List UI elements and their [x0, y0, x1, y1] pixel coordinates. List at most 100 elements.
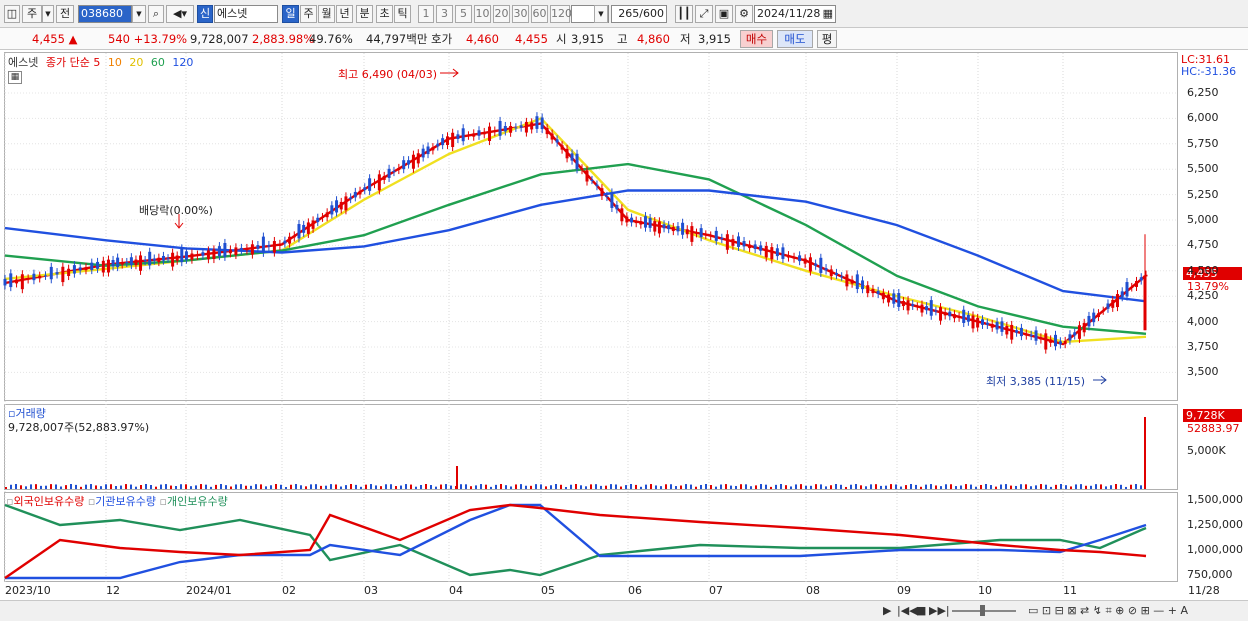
volume-bar	[920, 486, 922, 489]
x-tick: 12	[106, 584, 120, 597]
interval-button-7[interactable]: 120	[550, 5, 572, 23]
candle-body	[161, 255, 165, 261]
period-tab-0[interactable]: 일	[282, 5, 299, 23]
candle-body	[901, 301, 905, 307]
candle-body	[634, 220, 638, 224]
candle-body	[1029, 334, 1033, 337]
ask-price-1: 4,460	[466, 32, 499, 46]
volume-bar	[780, 484, 782, 489]
low-arrow	[1093, 375, 1107, 385]
candle-body	[971, 315, 975, 329]
chart-menu-icon[interactable]: ◫	[4, 5, 20, 23]
volume-bar	[500, 484, 502, 489]
candle-body	[775, 248, 779, 257]
sound-icon[interactable]: ◀▾	[166, 5, 194, 23]
candle-body	[1092, 312, 1096, 323]
volume-value: 9,728,007	[190, 32, 249, 46]
volume-bar	[900, 486, 902, 489]
period-tab-3[interactable]: 년	[336, 5, 353, 23]
period-tab-1[interactable]: 주	[300, 5, 317, 23]
candle-body	[934, 310, 938, 312]
save-icon[interactable]: ▣	[715, 5, 733, 23]
ask-label: 호가	[431, 32, 453, 46]
date-input[interactable]: 2024/11/28 ▦	[754, 5, 836, 23]
buy-button[interactable]: 매수	[740, 30, 773, 48]
candle-body	[600, 188, 604, 196]
candle-body	[714, 230, 718, 241]
tool-icons[interactable]: ▭ ⊡ ⊟ ⊠ ⇄ ↯ ⌗ ⊕ ⊘ ⊞ — + A	[1028, 604, 1189, 617]
volume-bar	[365, 484, 367, 489]
interval-button-3[interactable]: 10	[474, 5, 491, 23]
volume-bar	[100, 486, 102, 489]
eval-button[interactable]: 평	[817, 30, 837, 48]
interval-button-6[interactable]: 60	[531, 5, 548, 23]
type-select[interactable]: 주	[22, 5, 42, 23]
price-ytick: 4,500	[1187, 263, 1219, 277]
interval-button-4[interactable]: 20	[493, 5, 510, 23]
candle-body	[829, 269, 833, 277]
volume-bar	[705, 484, 707, 489]
scroll-last-icon[interactable]: ▶▶|	[929, 604, 950, 617]
volume-bar	[895, 484, 897, 489]
candle-body	[472, 133, 476, 137]
volume-bar	[515, 484, 517, 489]
candle-body	[306, 222, 310, 234]
candle-body	[278, 243, 282, 246]
volume-bar	[995, 486, 997, 489]
volume-bar	[820, 484, 822, 489]
volume-bar	[335, 484, 337, 489]
price-ytick: 5,250	[1187, 187, 1219, 201]
volume-bar	[145, 484, 147, 489]
volume-bar	[785, 485, 787, 489]
interval-button-5[interactable]: 30	[512, 5, 529, 23]
volume-bar	[790, 486, 792, 489]
ma-line-120	[4, 189, 1147, 303]
candle-body	[223, 242, 227, 257]
scroll-first-icon[interactable]: |◀◀	[897, 604, 918, 617]
period-tab-4[interactable]: 분	[356, 5, 373, 23]
stock-name-field[interactable]: 에스넷	[214, 5, 278, 23]
volume-bar	[1020, 484, 1022, 489]
volume-bar	[950, 484, 952, 489]
period-tab-2[interactable]: 월	[318, 5, 335, 23]
volume-bar	[1105, 486, 1107, 489]
price-ytick: 6,250	[1187, 86, 1219, 99]
code-dropdown-icon[interactable]: ▼	[132, 5, 146, 23]
gear-icon[interactable]: ⚙	[735, 5, 753, 23]
table-icon[interactable]: ▦	[8, 71, 22, 84]
volume-bar	[15, 484, 17, 489]
zoom-slider-handle[interactable]	[980, 605, 985, 616]
candle-icon[interactable]: ┃┃	[675, 5, 693, 23]
sell-button[interactable]: 매도	[777, 30, 813, 48]
volume-bar	[290, 484, 292, 489]
candle-body	[980, 319, 984, 325]
price-ytick: 4,750	[1187, 238, 1219, 252]
stock-code-input[interactable]: 038680	[78, 5, 132, 23]
volume-bar	[370, 484, 372, 489]
count-field[interactable]: 265/600	[611, 5, 667, 23]
candle-body	[667, 225, 671, 230]
scroll-right-icon[interactable]: ▶	[883, 604, 892, 617]
prev-button[interactable]: 전	[56, 5, 74, 23]
unit-dropdown-icon[interactable]: ▼	[594, 5, 608, 23]
interval-button-2[interactable]: 5	[455, 5, 472, 23]
search-icon[interactable]: ⌕	[148, 5, 164, 23]
candle-body	[143, 260, 147, 262]
candle-body	[90, 262, 94, 271]
stop-icon[interactable]: ■	[916, 604, 927, 617]
period-tab-5[interactable]: 초	[376, 5, 393, 23]
candle-body	[402, 160, 406, 170]
period-tab-6[interactable]: 틱	[394, 5, 411, 23]
interval-button-1[interactable]: 3	[436, 5, 453, 23]
interval-button-0[interactable]: 1	[418, 5, 434, 23]
volume-bar	[405, 484, 407, 489]
candle-body	[20, 274, 24, 290]
candle-body	[261, 236, 265, 253]
candle-body	[939, 307, 943, 321]
draw-icon[interactable]: ⤢	[695, 5, 713, 23]
candle-body	[116, 257, 120, 268]
type-dropdown-icon[interactable]: ▼	[42, 5, 54, 23]
volume-bar	[25, 486, 27, 489]
calendar-icon[interactable]: ▦	[822, 7, 833, 20]
